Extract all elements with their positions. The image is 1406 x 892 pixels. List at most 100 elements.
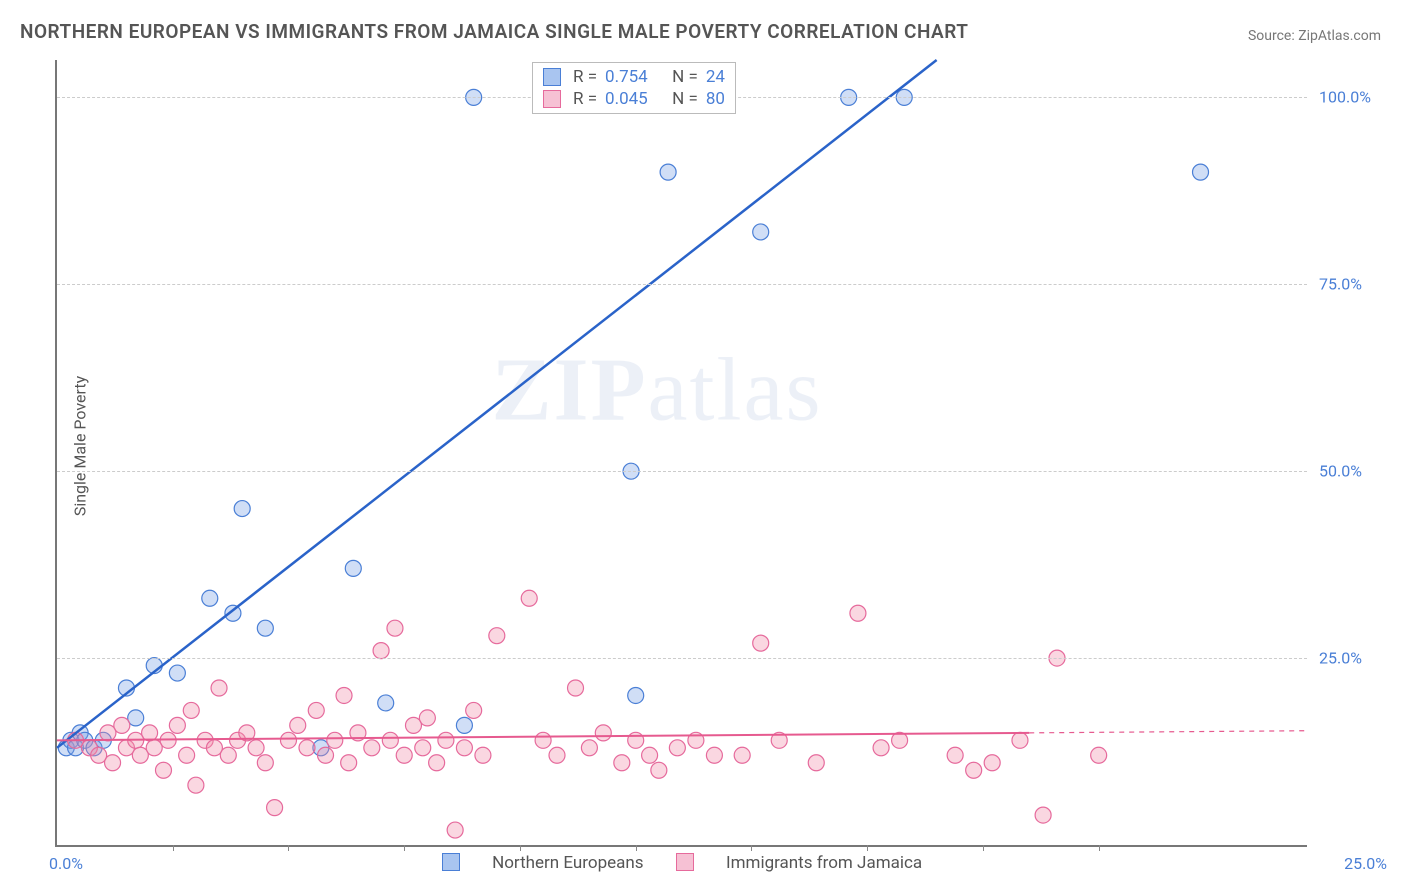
x-tick-mark [1099,845,1100,851]
scatter-point [614,755,630,771]
scatter-point [336,687,352,703]
scatter-point [419,710,435,726]
legend-r-value: 0.045 [605,88,648,110]
scatter-point [188,777,204,793]
scatter-point [489,628,505,644]
scatter-point [318,747,334,763]
scatter-point [429,755,445,771]
scatter-point [415,740,431,756]
legend-n-label: N = [672,88,698,110]
gridline [57,471,1307,472]
scatter-point [568,680,584,696]
legend-label: Immigrants from Jamaica [726,853,922,873]
scatter-point [373,643,389,659]
legend-label: Northern Europeans [492,853,643,873]
scatter-point [456,740,472,756]
legend-row: R = 0.045 N = 80 [543,88,725,110]
scatter-point [114,717,130,733]
scatter-point [873,740,889,756]
scatter-point [466,702,482,718]
y-tick-label: 50.0% [1319,462,1389,481]
scatter-point [234,501,250,517]
x-tick-mark [173,845,174,851]
scatter-point [549,747,565,763]
scatter-point [345,560,361,576]
x-tick-mark [288,845,289,851]
x-tick-mark [636,845,637,851]
scatter-point [179,747,195,763]
scatter-point [396,747,412,763]
legend-row: R = 0.754 N = 24 [543,66,725,88]
plot-area: ZIPatlas R = 0.754 N = 24 R = 0.045 N = … [55,60,1307,847]
scatter-point [105,755,121,771]
scatter-point [706,747,722,763]
y-tick-label: 100.0% [1319,88,1389,107]
legend-r-label: R = [573,88,597,110]
scatter-point [290,717,306,733]
scatter-point [966,762,982,778]
scatter-point [183,702,199,718]
scatter-point [947,747,963,763]
chart-container: NORTHERN EUROPEAN VS IMMIGRANTS FROM JAM… [0,0,1406,892]
scatter-point [850,605,866,621]
swatch-icon [543,90,561,108]
scatter-point [475,747,491,763]
scatter-point [169,665,185,681]
scatter-point [280,732,296,748]
scatter-point [1035,807,1051,823]
x-tick-mark [867,845,868,851]
scatter-point [1193,164,1209,180]
trendline [57,60,937,748]
scatter-point [382,732,398,748]
scatter-point [257,755,273,771]
swatch-icon [442,853,460,871]
scatter-point [628,687,644,703]
scatter-point [595,725,611,741]
scatter-point [535,732,551,748]
scatter-point [984,755,1000,771]
scatter-point [808,755,824,771]
x-tick-mark [983,845,984,851]
legend-r-value: 0.754 [605,66,648,88]
legend-r-label: R = [573,66,597,88]
scatter-point [248,740,264,756]
chart-title: NORTHERN EUROPEAN VS IMMIGRANTS FROM JAM… [20,20,968,43]
scatter-point [1091,747,1107,763]
scatter-point [142,725,158,741]
gridline [57,658,1307,659]
scatter-point [211,680,227,696]
legend-correlation: R = 0.754 N = 24 R = 0.045 N = 80 [532,62,736,114]
legend-n-value: 80 [706,88,725,110]
scatter-point [753,224,769,240]
scatter-point [1012,732,1028,748]
plot-svg [57,60,1307,845]
y-tick-label: 25.0% [1319,649,1389,668]
scatter-point [267,800,283,816]
scatter-point [299,740,315,756]
scatter-point [447,822,463,838]
x-tick-mark [404,845,405,851]
scatter-point [456,717,472,733]
scatter-point [220,747,236,763]
x-tick-label: 25.0% [1344,854,1387,873]
scatter-point [341,755,357,771]
x-tick-mark [751,845,752,851]
scatter-point [202,590,218,606]
swatch-icon [543,68,561,86]
scatter-point [169,717,185,733]
legend-n-value: 24 [706,66,725,88]
x-tick-mark [520,845,521,851]
gridline [57,284,1307,285]
scatter-point [734,747,750,763]
scatter-point [364,740,380,756]
scatter-point [669,740,685,756]
trendline-dashed [1029,731,1307,733]
scatter-point [378,695,394,711]
y-tick-label: 75.0% [1319,275,1389,294]
source-label: Source: ZipAtlas.com [1248,28,1381,44]
scatter-point [651,762,667,778]
legend-n-label: N = [672,66,698,88]
swatch-icon [676,853,694,871]
scatter-point [642,747,658,763]
scatter-point [387,620,403,636]
